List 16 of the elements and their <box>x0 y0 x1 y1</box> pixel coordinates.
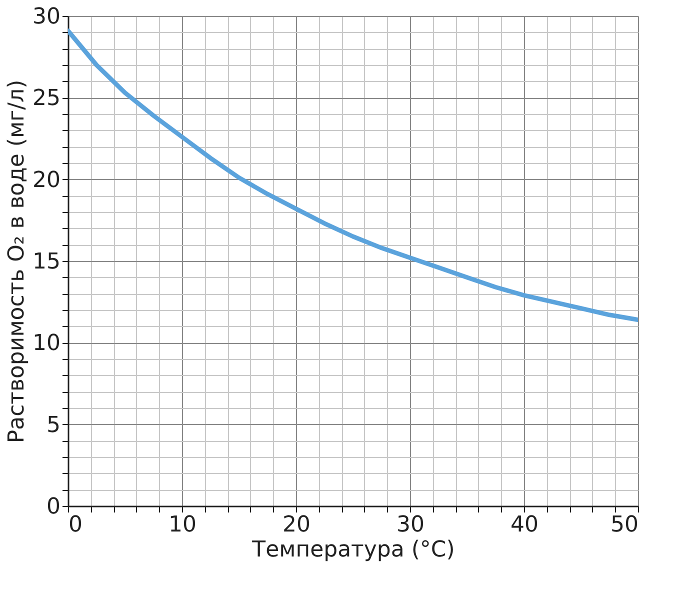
y-axis-title: Растворимость O₂ в воде (мг/л) <box>4 80 30 444</box>
x-tick-label: 20 <box>282 512 310 538</box>
x-axis-title: Температура (°C) <box>251 538 455 562</box>
x-tick-label: 50 <box>610 512 638 538</box>
y-tick-label: 10 <box>32 331 60 356</box>
y-tick-label: 5 <box>46 412 60 438</box>
x-tick-label: 10 <box>168 512 196 538</box>
y-tick-label: 20 <box>32 168 60 193</box>
y-tick-label: 15 <box>32 250 60 274</box>
x-tick-label: 30 <box>396 512 424 538</box>
x-tick-label: 40 <box>510 512 538 538</box>
y-tick-label: 0 <box>46 494 60 520</box>
line-series <box>68 28 638 322</box>
y-tick-label: 30 <box>32 4 60 30</box>
x-tick-label: 0 <box>68 512 82 538</box>
y-tick-label: 25 <box>32 86 60 112</box>
